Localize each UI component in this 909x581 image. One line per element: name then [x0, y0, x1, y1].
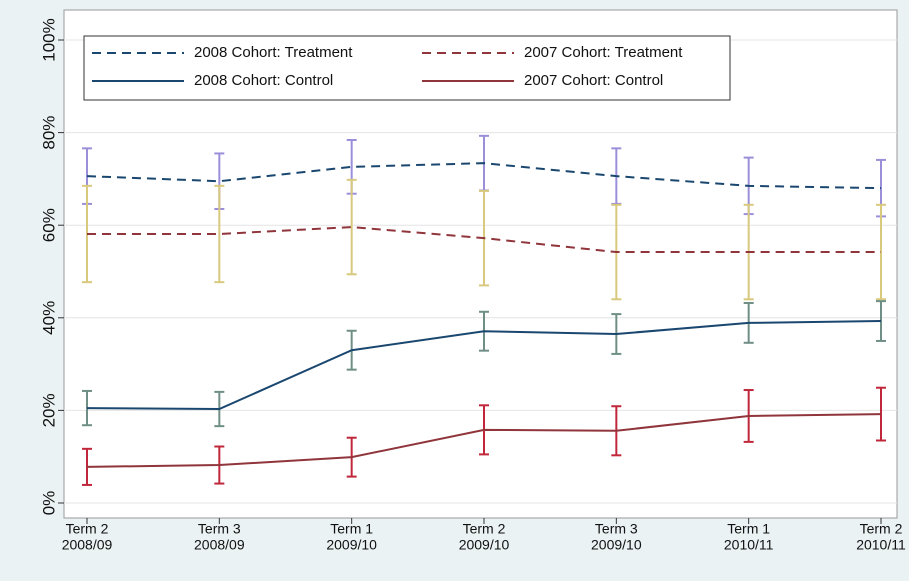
legend-label: 2007 Cohort: Control: [524, 72, 663, 89]
x-tick-label: 2009/10: [459, 537, 510, 553]
y-tick-label: 80%: [39, 116, 58, 150]
series-line: [87, 226, 881, 254]
error-bar: [346, 178, 357, 276]
x-tick-label: Term 2: [463, 521, 506, 537]
x-tick-label: Term 2: [860, 521, 903, 537]
x-tick-label: 2008/09: [62, 537, 113, 553]
x-tick-label: 2008/09: [194, 537, 245, 553]
legend-label: 2008 Cohort: Control: [194, 72, 333, 89]
x-tick-label: Term 3: [595, 521, 638, 537]
y-tick-label: 100%: [39, 18, 58, 61]
series-line: [86, 162, 882, 190]
error-bar: [214, 184, 225, 284]
x-tick-label: 2010/11: [724, 537, 774, 553]
y-tick-label: 40%: [39, 301, 58, 335]
y-tick-label: 0%: [39, 491, 58, 516]
y-tick-label: 20%: [39, 393, 58, 427]
series-line: [86, 320, 882, 411]
legend-label: 2008 Cohort: Treatment: [194, 44, 353, 61]
x-tick-label: 2009/10: [326, 537, 377, 553]
legend-box: [83, 35, 731, 101]
x-tick-label: Term 1: [727, 521, 770, 537]
series-line: [86, 413, 882, 468]
x-tick-label: Term 2: [66, 521, 109, 537]
x-tick-label: 2009/10: [591, 537, 642, 553]
x-tick-label: Term 3: [198, 521, 241, 537]
x-tick-label: Term 1: [330, 521, 373, 537]
legend-label: 2007 Cohort: Treatment: [524, 44, 683, 61]
y-tick-label: 60%: [39, 208, 58, 242]
x-tick-label: 2010/11: [856, 537, 906, 553]
